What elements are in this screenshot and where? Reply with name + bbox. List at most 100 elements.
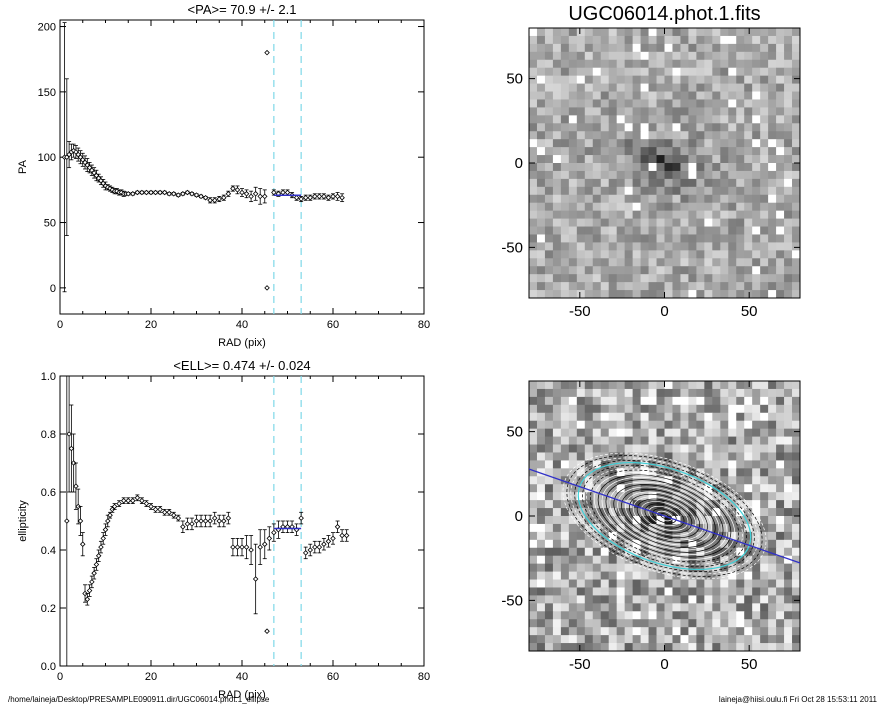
image-pixel bbox=[608, 539, 618, 549]
image-pixel bbox=[640, 226, 649, 235]
image-pixel bbox=[792, 587, 801, 596]
image-pixel bbox=[576, 555, 586, 565]
image-pixel bbox=[792, 412, 801, 422]
image-pixel bbox=[704, 619, 713, 628]
data-point bbox=[105, 518, 111, 524]
image-pixel bbox=[529, 436, 538, 445]
image-pixel bbox=[560, 210, 570, 219]
image-pixel bbox=[736, 381, 745, 390]
image-pixel bbox=[680, 282, 689, 291]
data-point bbox=[230, 544, 236, 550]
image-pixel bbox=[648, 107, 657, 116]
data-point bbox=[152, 506, 159, 513]
image-pixel bbox=[560, 531, 570, 541]
image-pixel bbox=[760, 274, 769, 283]
image-pixel bbox=[584, 115, 594, 124]
data-point bbox=[252, 191, 259, 197]
image-pixel bbox=[648, 619, 657, 628]
image-pixel bbox=[624, 460, 634, 469]
image-pixel bbox=[720, 266, 729, 275]
image-pixel bbox=[568, 155, 578, 164]
image-pixel bbox=[680, 107, 689, 116]
image-pixel bbox=[704, 178, 713, 188]
image-pixel bbox=[688, 611, 697, 620]
image-pixel bbox=[552, 170, 562, 180]
image-pixel bbox=[640, 75, 649, 84]
image-pixel bbox=[560, 163, 570, 172]
image-pixel bbox=[529, 523, 538, 533]
image-pixel bbox=[616, 99, 626, 108]
image-pixel bbox=[760, 468, 769, 477]
image-pixel bbox=[736, 508, 745, 517]
image-pixel bbox=[584, 444, 594, 453]
image-pixel bbox=[776, 460, 785, 469]
data-point bbox=[180, 191, 186, 197]
image-pixel bbox=[600, 51, 610, 61]
image-pixel bbox=[648, 468, 657, 477]
image-pixel bbox=[696, 123, 705, 132]
image-pixel bbox=[744, 452, 753, 461]
image-pixel bbox=[568, 611, 578, 620]
image-pixel bbox=[576, 131, 586, 140]
image-pixel bbox=[624, 412, 634, 422]
image-pixel bbox=[736, 516, 745, 525]
image-pixel bbox=[792, 563, 801, 572]
image-pixel bbox=[656, 627, 665, 636]
image-pixel bbox=[536, 274, 546, 283]
image-pixel bbox=[640, 266, 649, 275]
image-pixel bbox=[784, 500, 793, 509]
image-pixel bbox=[592, 531, 602, 541]
data-point bbox=[343, 532, 350, 539]
image-pixel bbox=[632, 28, 641, 37]
image-pixel bbox=[728, 643, 737, 652]
image-pixel bbox=[624, 436, 634, 445]
image-pixel bbox=[624, 444, 634, 453]
image-pixel bbox=[752, 381, 761, 390]
image-pixel bbox=[576, 194, 586, 204]
image-pixel bbox=[720, 523, 729, 533]
image-pixel bbox=[664, 250, 673, 259]
image-pixel bbox=[536, 500, 546, 509]
image-pixel bbox=[680, 635, 689, 644]
data-point bbox=[161, 189, 168, 196]
image-pixel bbox=[544, 555, 554, 565]
image-pixel bbox=[664, 210, 673, 219]
image-pixel bbox=[560, 139, 570, 148]
image-pixel bbox=[768, 579, 777, 588]
image-pixel bbox=[760, 388, 769, 398]
image-pixel bbox=[760, 242, 769, 251]
image-pixel bbox=[616, 587, 626, 596]
image-pixel bbox=[529, 218, 538, 227]
image-pixel bbox=[648, 234, 657, 243]
image-pixel bbox=[776, 75, 785, 84]
image-pixel bbox=[656, 202, 665, 212]
image-pixel bbox=[736, 234, 745, 243]
image-pixel bbox=[576, 571, 586, 580]
image-pixel bbox=[712, 51, 721, 61]
image-pixel bbox=[600, 35, 610, 45]
image-pixel bbox=[776, 492, 785, 501]
image-pixel bbox=[664, 28, 673, 37]
image-pixel bbox=[536, 539, 546, 549]
data-point bbox=[284, 189, 291, 196]
image-pixel bbox=[529, 444, 538, 453]
image-pixel bbox=[592, 290, 602, 299]
image-pixel bbox=[568, 186, 578, 196]
image-pixel bbox=[576, 476, 586, 485]
image-pixel bbox=[536, 468, 546, 477]
image-pixel bbox=[568, 67, 578, 77]
image-pixel bbox=[704, 290, 713, 299]
image-pixel bbox=[760, 523, 769, 533]
image-pixel bbox=[529, 170, 538, 180]
image-pixel bbox=[616, 28, 626, 37]
image-pixel bbox=[648, 595, 657, 604]
image-pixel bbox=[752, 139, 761, 148]
image-pixel bbox=[608, 186, 618, 196]
image-pixel bbox=[696, 226, 705, 235]
image-pixel bbox=[656, 563, 665, 572]
image-pixel bbox=[712, 67, 721, 77]
image-pixel bbox=[784, 123, 793, 132]
image-pixel bbox=[544, 643, 554, 652]
image-pixel bbox=[536, 290, 546, 299]
data-point bbox=[325, 538, 332, 545]
